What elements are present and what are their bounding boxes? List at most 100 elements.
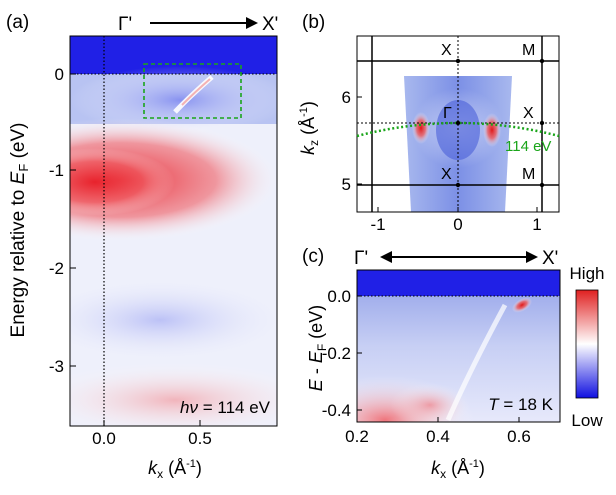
panel-a-xlabel-k: k	[148, 458, 158, 478]
panel-a-heatmap	[70, 36, 277, 426]
panel-c-direction: Γ' X'	[354, 248, 558, 269]
panel-b-red-left	[412, 112, 430, 144]
panel-a-x-ticks: 0.0 0.5	[92, 420, 212, 448]
panel-c-xtick-label: 0.6	[507, 427, 531, 446]
panel-c-arrow-head-left	[380, 251, 392, 263]
panel-a-xlabel-sub: x	[157, 467, 163, 481]
panel-c-annotation-value: = 18 K	[499, 395, 554, 414]
panel-a-annotation-hv: hν	[180, 398, 198, 417]
panel-b-label-x-mid: X	[523, 105, 534, 122]
panel-b-label-m-bot: M	[522, 166, 535, 183]
panel-b-label-x-bot: X	[441, 166, 452, 183]
panel-c-ylabel-mid: -	[306, 363, 326, 379]
panel-a-xlabel-close: )	[196, 458, 202, 478]
panel-c-ytick-label: -0.4	[322, 401, 351, 420]
panel-a-arrow-head	[246, 17, 258, 29]
panel-b-point-x-top	[455, 58, 461, 64]
panel-a-blue-shadow	[70, 66, 277, 134]
panel-b-xtick-label: 1	[532, 215, 541, 234]
panel-a-xlabel-exp: -1	[186, 458, 196, 470]
panel-c-xlabel-exp: -1	[469, 458, 479, 470]
panel-c-xtick-label: 0.4	[426, 427, 450, 446]
panel-c-ylabel-unit: (eV)	[306, 305, 326, 344]
panel-c-annotation-T: T	[488, 395, 500, 414]
colorbar-high-label: High	[570, 264, 605, 283]
panel-c-annotation: T = 18 K	[488, 395, 553, 414]
panel-b-point-m-bot	[539, 182, 545, 188]
panel-a-lower-blue	[70, 275, 277, 365]
panel-a-xtick-label: 0.0	[92, 429, 116, 448]
panel-c-ylabel-sub: F	[315, 344, 329, 351]
panel-a-xlabel: kx (Å-1)	[148, 458, 202, 481]
panel-c-direction-end: X'	[542, 248, 558, 269]
panel-c-band-line	[445, 303, 508, 422]
panel-b-points: X M Γ X X M	[441, 42, 545, 188]
panel-a-label: (a)	[6, 12, 29, 33]
panel-c-xlabel: kx (Å-1)	[431, 458, 485, 481]
panel-c-lower-red-2	[390, 383, 470, 422]
panel-b-label-m-top: M	[522, 42, 535, 59]
panel-c-heatmap	[357, 270, 560, 422]
panel-b-ylabel-close: )	[298, 101, 318, 107]
panel-a-ytick-label: -1	[49, 161, 64, 180]
panel-b-label-gamma: Γ	[443, 105, 452, 122]
panel-a-bottom-pink	[70, 362, 277, 426]
panel-b-ylabel-exp: -1	[298, 107, 310, 117]
panel-b-point-m-top	[539, 58, 545, 64]
panel-c-band-top	[512, 297, 532, 313]
panel-c-ylabel-E2: E	[306, 350, 326, 363]
panel-c-ticks: 0.0 -0.2 -0.4 0.2 0.4 0.6	[322, 287, 531, 446]
panel-c-above-ef	[357, 270, 560, 296]
panel-b-point-x-mid	[539, 120, 545, 126]
panel-c-xlabel-k: k	[431, 458, 441, 478]
colorbar	[575, 289, 599, 399]
panel-a-dispersing-band-red	[181, 78, 211, 106]
panel-c-ylabel: E - EF (eV)	[306, 305, 329, 391]
panel-b-ylabel: kz (Å-1)	[298, 101, 321, 155]
panel-b-ticks: 6 5 -1 0 1	[342, 88, 542, 234]
panel-b-ylabel-k: k	[298, 145, 318, 155]
panel-a-annotation-value: = 114 eV	[198, 398, 271, 417]
panel-c-xtick-label: 0.2	[345, 427, 369, 446]
panel-b-red-right	[483, 113, 501, 147]
panel-a-ytick-label: -3	[49, 357, 64, 376]
panel-a-direction-start: Γ'	[118, 14, 132, 35]
panel-a-highlight-box	[143, 63, 242, 119]
panel-b-label: (b)	[302, 12, 325, 33]
panel-a-ylabel-E: E	[8, 171, 29, 184]
panel-a-band-core	[70, 148, 175, 216]
panel-b-point-gamma	[455, 120, 461, 126]
panel-a-xtick-label: 0.5	[188, 429, 212, 448]
panel-c-ytick-label: -0.2	[322, 344, 351, 363]
panel-b-ylabel-unit: (Å	[298, 117, 318, 140]
panel-b-xtick-label: 0	[453, 215, 462, 234]
panel-c-arrow-head-right	[526, 251, 538, 263]
panel-c-direction-start: Γ'	[354, 248, 368, 269]
panel-b-ytick-label: 6	[342, 88, 351, 107]
panel-b-ylabel-sub: z	[307, 140, 321, 146]
panel-b-xtick-label: -1	[370, 215, 385, 234]
panel-a-ylabel-unit: (eV)	[8, 123, 29, 164]
panel-c-label: (c)	[302, 246, 324, 267]
panel-a-direction: Γ' X'	[118, 14, 278, 35]
panel-a-ylabel-text: Energy relative to	[8, 184, 29, 337]
panel-c-xlabel-unit: (Å	[446, 458, 469, 478]
panel-a-xlabel-unit: (Å	[163, 458, 186, 478]
panel-c-ytick-label: 0.0	[327, 287, 351, 306]
panel-b-ytick-label: 5	[342, 175, 351, 194]
colorbar-low-label: Low	[571, 411, 603, 430]
panel-c-xlabel-close: )	[479, 458, 485, 478]
panel-a-direction-end: X'	[262, 14, 278, 35]
panel-a-annotation: hν = 114 eV	[180, 398, 271, 417]
panel-a-ytick-label: 0	[55, 65, 64, 84]
panel-a-ylabel-sub: F	[16, 164, 31, 172]
panel-a-ylabel: Energy relative to EF (eV)	[8, 123, 31, 338]
panel-b-label-x-top: X	[441, 42, 452, 59]
panel-c-ylabel-E: E	[306, 378, 326, 391]
panel-b-energy-label: 114 eV	[505, 138, 551, 155]
panel-c-xlabel-sub: x	[440, 467, 446, 481]
panel-c-frame	[356, 269, 561, 423]
panel-a-y-ticks: 0 -1 -2 -3	[49, 65, 76, 376]
panel-a-frame	[69, 35, 278, 427]
